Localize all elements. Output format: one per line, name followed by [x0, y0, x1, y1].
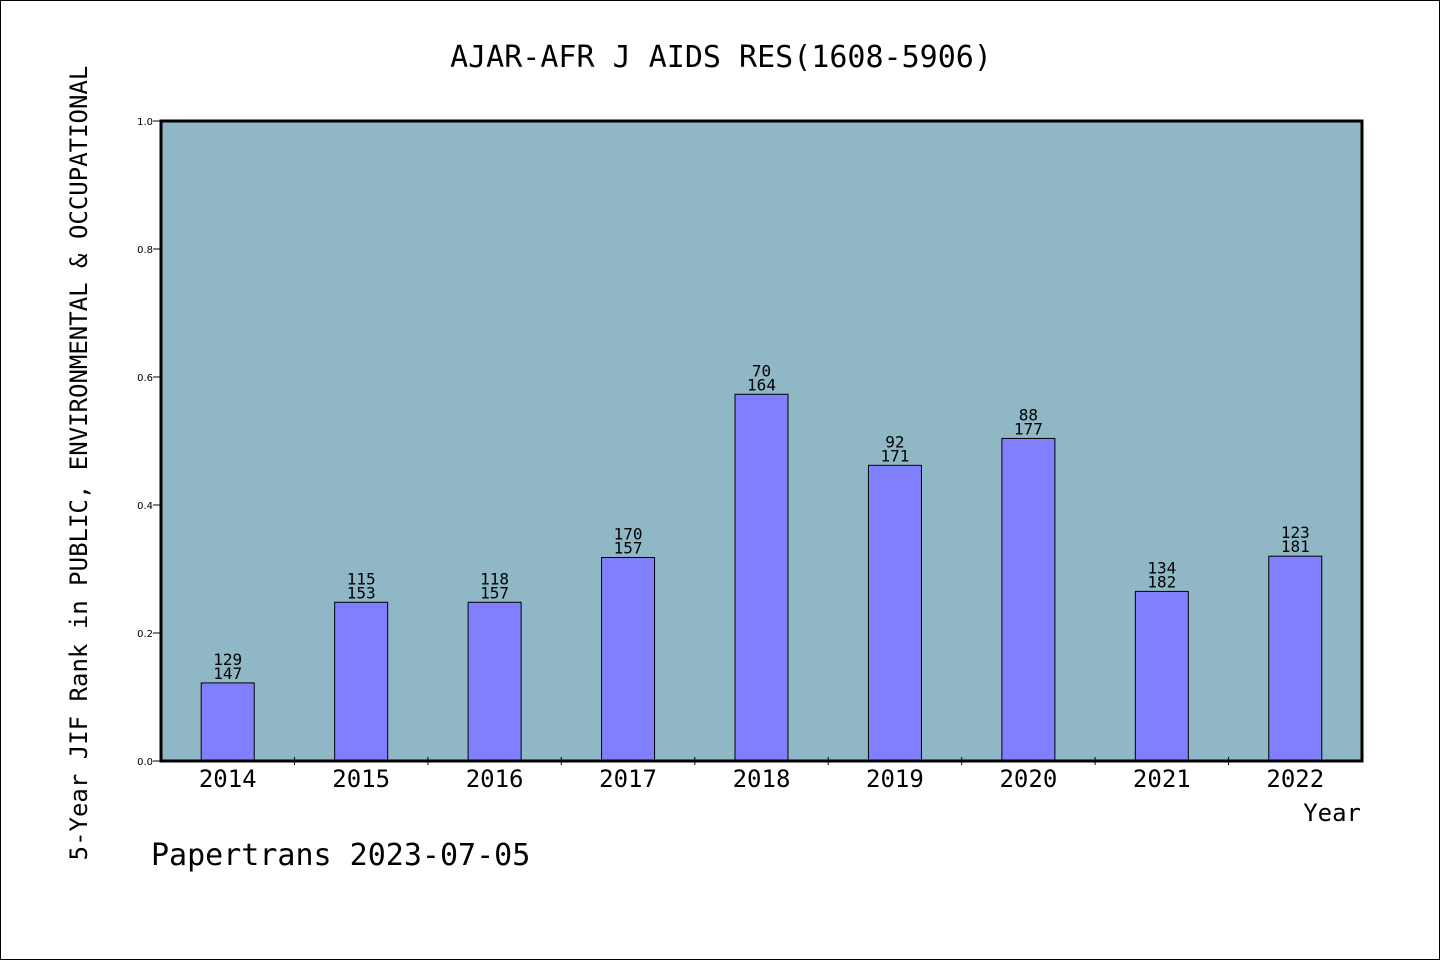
x-tick-label: 2015: [332, 765, 390, 793]
chart-title: AJAR-AFR J AIDS RES(1608-5906): [450, 40, 992, 75]
y-tick-label: 0.2: [137, 629, 153, 640]
bar-rank-label: 88: [1019, 405, 1038, 424]
plot-border: [159, 119, 1364, 763]
bar-rank-label: 123: [1281, 523, 1310, 542]
bar-2019: [867, 464, 922, 762]
y-tick-label: 0.8: [137, 245, 153, 256]
bar-rank-label: 134: [1147, 558, 1176, 577]
bar-2022: [1268, 555, 1323, 762]
bar-rank-label: 157: [614, 538, 643, 557]
bar-rank-label: 164: [747, 375, 776, 394]
x-tick-label: 2018: [733, 765, 791, 793]
bar-2020: [1001, 437, 1056, 762]
bar-rank-label: 182: [1147, 572, 1176, 591]
x-tick-label: 2020: [999, 765, 1057, 793]
x-tick-label: 2017: [599, 765, 657, 793]
bar-2017: [601, 556, 656, 762]
bar-rank-label: 157: [480, 583, 509, 602]
x-tick-label: 2016: [466, 765, 524, 793]
bar-rank-label: 181: [1281, 537, 1310, 556]
bar-rank-label: 70: [752, 361, 771, 380]
y-axis-label: 5-Year JIF Rank in PUBLIC, ENVIRONMENTAL…: [65, 66, 93, 861]
x-tick-label: 2021: [1133, 765, 1191, 793]
bar-rank-label: 118: [480, 569, 509, 588]
x-tick-label: 2019: [866, 765, 924, 793]
y-tick-label: 0.4: [137, 501, 153, 512]
bar-rank-label: 92: [885, 432, 904, 451]
bar-2018: [734, 393, 789, 762]
footer-source-date: Papertrans 2023-07-05: [151, 838, 530, 873]
bar-rank-label: 129: [213, 650, 242, 669]
x-tick-label: 2022: [1266, 765, 1324, 793]
x-axis-label: Year: [1303, 799, 1361, 827]
bar-rank-label: 171: [880, 446, 909, 465]
bar-rank-label: 177: [1014, 419, 1043, 438]
bar-2016: [467, 601, 522, 762]
y-tick-label: 0.6: [137, 373, 153, 384]
bar-rank-label: 147: [213, 664, 242, 683]
bar-rank-label: 170: [614, 524, 643, 543]
bar-2014: [200, 682, 255, 762]
bar-rank-label: 115: [347, 569, 376, 588]
bar-rank-label: 153: [347, 583, 376, 602]
y-tick-label: 1.0: [137, 117, 153, 128]
bar-2015: [334, 601, 389, 762]
bar-2021: [1134, 590, 1189, 762]
x-tick-label: 2014: [199, 765, 257, 793]
y-tick-label: 0.0: [137, 757, 153, 768]
